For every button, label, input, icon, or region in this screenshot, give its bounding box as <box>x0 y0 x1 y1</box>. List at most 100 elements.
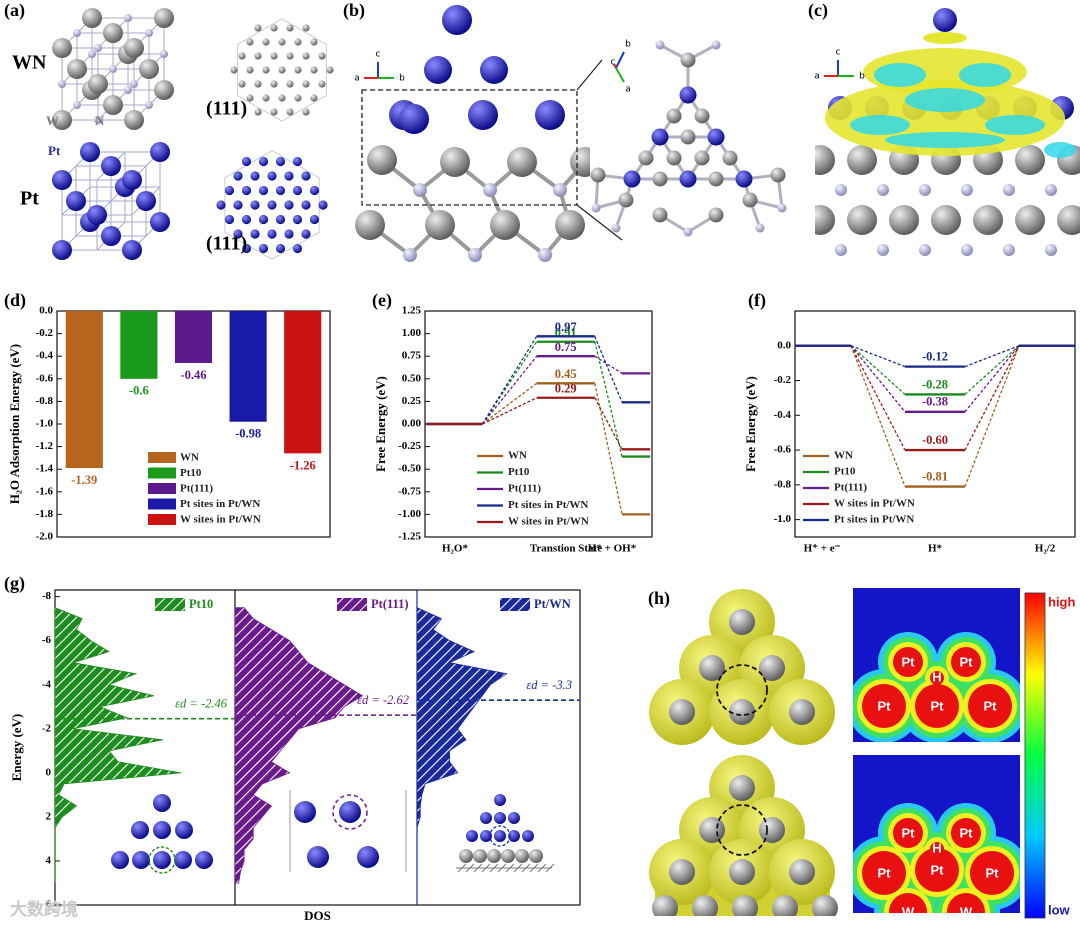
zoom-box <box>361 89 578 206</box>
highlight <box>716 804 768 856</box>
legend-swatch <box>155 598 185 611</box>
atom <box>707 128 725 146</box>
value-label: -1.39 <box>71 473 97 487</box>
atom-core <box>970 851 1014 895</box>
x-tick-label: H₂O* <box>442 543 468 555</box>
atom <box>742 192 758 208</box>
y-axis-label: Free Energy (eV) <box>743 376 758 472</box>
y-axis-label: Energy (eV) <box>9 714 24 782</box>
atom <box>101 226 121 246</box>
y-tick-label: 6 <box>46 899 52 911</box>
atom <box>652 171 668 187</box>
atom <box>131 821 149 839</box>
atom-core <box>915 684 959 728</box>
connector <box>482 397 537 425</box>
atom <box>679 170 697 188</box>
atom <box>1045 244 1057 256</box>
label: b <box>625 40 631 50</box>
colorbar <box>1024 592 1046 919</box>
atom <box>777 203 787 213</box>
y-axis-label: Free Energy (eV) <box>373 376 388 472</box>
atom <box>425 210 455 240</box>
highlight <box>332 794 368 830</box>
atom <box>258 214 269 225</box>
legend-label: Pt/WN <box>534 597 571 611</box>
atom <box>759 655 785 681</box>
atom <box>326 66 334 74</box>
atom <box>480 830 492 842</box>
label: (111) <box>206 233 247 255</box>
label: N <box>95 113 105 128</box>
atom-core <box>893 818 923 848</box>
atom <box>103 23 123 43</box>
atom <box>262 94 270 102</box>
legend-label: WN <box>834 450 853 462</box>
label: (a) <box>4 0 25 21</box>
line <box>576 59 603 91</box>
atom <box>535 100 565 130</box>
connector <box>594 336 623 403</box>
legend-label: W sites in Pt/WN <box>834 498 915 510</box>
atom <box>1003 244 1015 256</box>
atom <box>150 142 170 162</box>
atom <box>919 184 931 196</box>
atom <box>591 203 601 213</box>
atom <box>278 66 286 74</box>
atom <box>735 170 753 188</box>
charge-map: Pt H Pt Pt Pt Pt <box>853 588 1020 742</box>
atom <box>815 205 835 235</box>
atom <box>275 243 286 254</box>
atom-label: H <box>932 669 941 684</box>
legend-swatch <box>148 483 176 494</box>
atom <box>442 5 472 35</box>
connector <box>964 345 1020 451</box>
connector <box>594 383 623 515</box>
atom <box>655 40 665 50</box>
panel-label: (e) <box>372 290 392 311</box>
charge-density <box>959 63 1011 87</box>
atom <box>669 859 695 885</box>
value-label: -0.38 <box>922 395 948 409</box>
atom <box>1045 184 1057 196</box>
atom-label: Pt <box>931 862 945 877</box>
plot-frame <box>794 310 1076 538</box>
legend-swatch <box>148 514 176 525</box>
y-tick-label: -8 <box>42 590 52 602</box>
atom <box>652 207 668 223</box>
atom-core <box>915 848 959 892</box>
label: (h) <box>648 588 670 609</box>
atom <box>224 185 235 196</box>
atom <box>241 214 252 225</box>
legend-swatch <box>337 598 367 611</box>
atom <box>508 812 520 824</box>
atom <box>318 80 326 88</box>
atom <box>250 200 260 210</box>
atom <box>145 29 153 37</box>
y-tick-label: -0.2 <box>36 327 54 339</box>
atom <box>555 210 585 240</box>
atom <box>254 80 262 88</box>
atom <box>399 104 429 134</box>
atom <box>507 147 537 177</box>
atom <box>403 248 417 262</box>
atom-label: Pt <box>878 698 892 713</box>
atom <box>294 66 302 74</box>
atom <box>789 699 815 725</box>
atom <box>515 849 529 863</box>
connector <box>482 382 538 425</box>
atom <box>483 183 497 197</box>
atom <box>73 29 81 37</box>
charge-density <box>825 80 1065 156</box>
charge-density <box>885 132 1005 148</box>
atom-core <box>968 684 1012 728</box>
atom <box>88 50 96 58</box>
atom <box>124 38 144 58</box>
atom <box>88 74 108 94</box>
y-tick-label: 0.0 <box>777 339 791 351</box>
atom <box>233 171 243 181</box>
connector <box>850 345 906 413</box>
atom <box>292 214 303 225</box>
atom <box>835 184 847 196</box>
atom <box>174 851 192 869</box>
atom <box>618 192 634 208</box>
